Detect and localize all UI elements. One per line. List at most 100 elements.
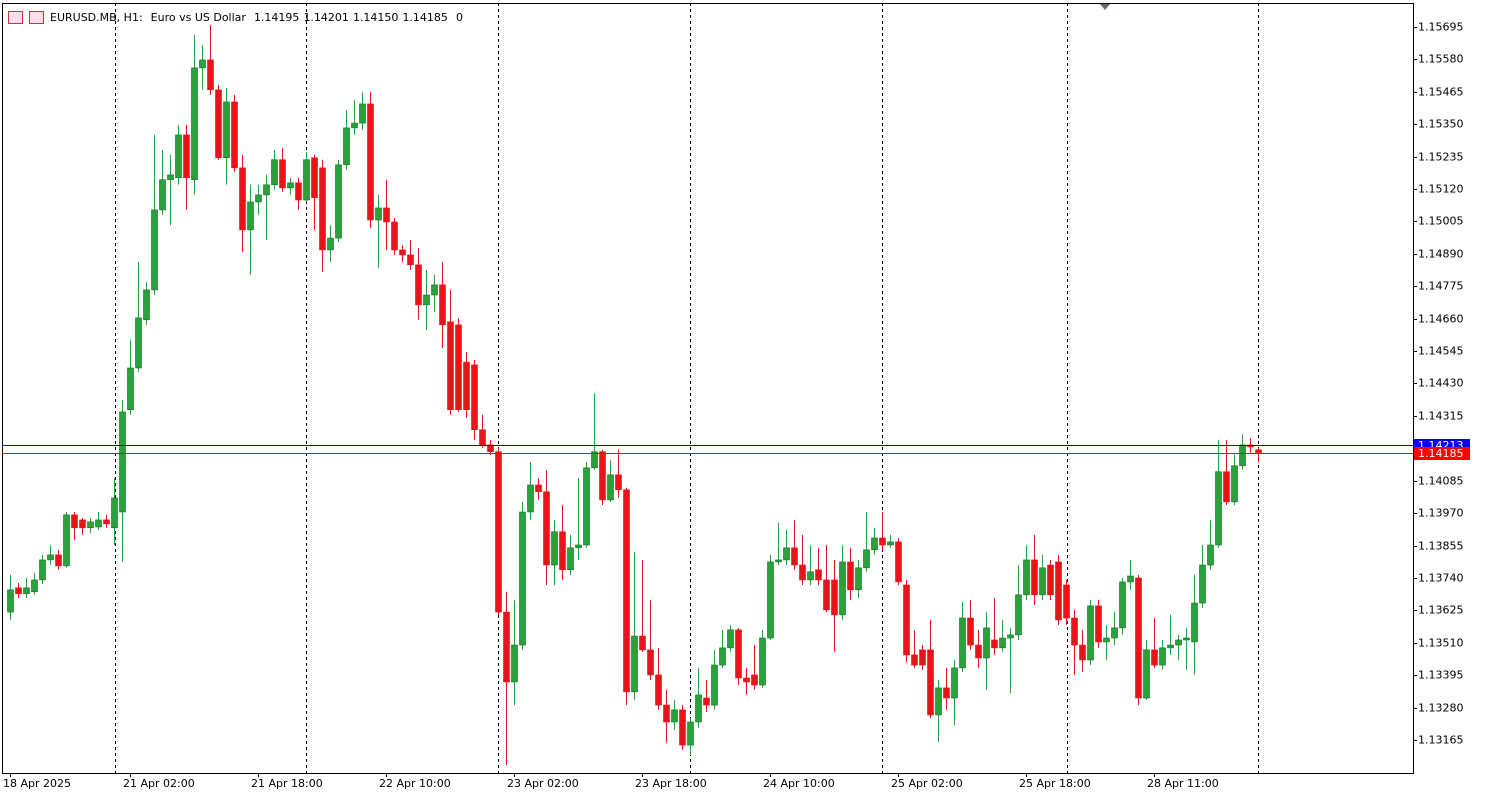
candle-body <box>1167 644 1174 649</box>
y-tick-label: 1.13165 <box>1418 734 1464 747</box>
x-tick-label: 25 Apr 02:00 <box>891 777 963 790</box>
candle-body <box>1015 594 1022 636</box>
candle-body <box>1111 627 1118 639</box>
candle-body <box>71 514 78 529</box>
candle-body <box>935 687 942 716</box>
candle-body <box>479 429 486 446</box>
candle-body <box>1047 564 1054 596</box>
candle-body <box>855 567 862 591</box>
candle-body <box>1159 647 1166 666</box>
candle-body <box>103 519 110 525</box>
y-tick-label: 1.14890 <box>1418 248 1464 261</box>
x-tick-label: 21 Apr 18:00 <box>251 777 323 790</box>
candle-body <box>1103 637 1110 643</box>
candle-body <box>287 182 294 189</box>
candle-body <box>167 174 174 181</box>
chart-icon[interactable] <box>29 10 44 24</box>
candle-body <box>7 589 14 613</box>
candle-body <box>999 637 1006 649</box>
candle-body <box>255 194 262 203</box>
candle-body <box>807 571 814 581</box>
candle-body <box>207 59 214 91</box>
x-tick-label: 28 Apr 11:00 <box>1147 777 1219 790</box>
candle-body <box>383 207 390 223</box>
x-tick-label: 23 Apr 02:00 <box>507 777 579 790</box>
candle-body <box>599 451 606 501</box>
x-tick-label: 18 Apr 2025 <box>3 777 71 790</box>
candle-body <box>135 317 142 369</box>
menu-icon[interactable] <box>8 10 23 24</box>
candle-body <box>591 451 598 469</box>
candle-body <box>639 635 646 651</box>
candle-body <box>791 547 798 566</box>
candle-body <box>887 541 894 546</box>
candle-body <box>655 674 662 706</box>
candle-body <box>335 164 342 239</box>
candle-body <box>903 584 910 656</box>
candle-body <box>463 361 470 411</box>
candle-body <box>95 519 102 528</box>
candle-body <box>143 289 150 321</box>
y-tick-label: 1.15235 <box>1418 151 1464 164</box>
candle-body <box>1023 559 1030 596</box>
candle-body <box>447 321 454 411</box>
candle-body <box>943 687 950 699</box>
candle-body <box>1175 639 1182 646</box>
candle-body <box>951 667 958 699</box>
candle-body <box>1239 444 1246 467</box>
candle-body <box>879 537 886 546</box>
candle-body <box>575 544 582 549</box>
separators <box>115 3 1259 773</box>
candle-body <box>815 569 822 581</box>
y-tick-label: 1.15005 <box>1418 215 1464 228</box>
candle-body <box>927 649 934 716</box>
bid-label: 1.14185 <box>1418 447 1464 460</box>
candle-body <box>703 697 710 706</box>
candle-body <box>407 254 414 266</box>
candle-body <box>399 249 406 256</box>
candle-body <box>615 474 622 491</box>
y-tick-label: 1.14775 <box>1418 280 1464 293</box>
candle-body <box>871 537 878 551</box>
candle-body <box>551 531 558 566</box>
candle-body <box>111 497 118 529</box>
candle-body <box>967 617 974 646</box>
candle-body <box>391 221 398 251</box>
y-tick-label: 1.13510 <box>1418 637 1464 650</box>
candle-body <box>687 721 694 746</box>
candle-body <box>367 103 374 221</box>
candle-body <box>431 284 438 296</box>
candle-body <box>727 629 734 649</box>
candle-body <box>1223 471 1230 503</box>
candle-body <box>327 237 334 251</box>
candle-body <box>959 617 966 669</box>
candle-body <box>735 629 742 679</box>
candle-body <box>159 179 166 211</box>
candle-body <box>495 451 502 613</box>
candle-body <box>471 364 478 431</box>
candle-body <box>295 182 302 201</box>
candle-body <box>1183 637 1190 641</box>
candle-body <box>1199 564 1206 604</box>
candle-body <box>1207 544 1214 566</box>
header-low: 1.14150 <box>352 10 399 24</box>
candle-body <box>711 664 718 706</box>
shift-marker[interactable] <box>1100 4 1110 10</box>
candle-body <box>351 122 358 129</box>
candle-body <box>543 491 550 566</box>
bid-label-box <box>1414 447 1470 460</box>
y-tick-label: 1.14660 <box>1418 313 1464 326</box>
candle-body <box>607 474 614 501</box>
candle-body <box>839 561 846 616</box>
candle-body <box>1087 605 1094 661</box>
candle-body <box>23 587 30 595</box>
candle-body <box>423 294 430 306</box>
y-tick-label: 1.13280 <box>1418 702 1464 715</box>
candle-body <box>831 579 838 616</box>
description: Euro vs US Dollar <box>150 10 246 24</box>
y-tick-label: 1.15580 <box>1418 53 1464 66</box>
header-volume: 0 <box>455 10 463 24</box>
candle-body <box>279 159 286 189</box>
candle-body <box>719 647 726 666</box>
